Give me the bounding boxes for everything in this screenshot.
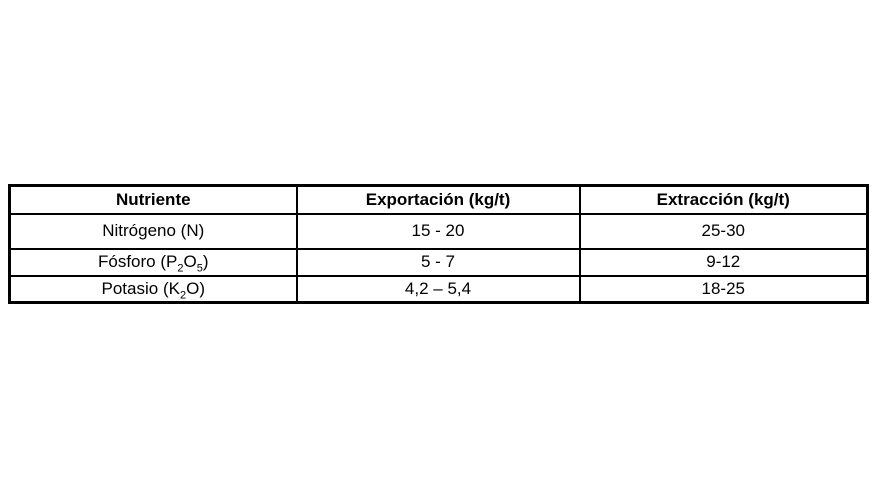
table-row-nitrogeno: Nitrógeno (N) 15 - 20 25-30 [8,212,869,250]
cell-exportacion-nitrogeno: 15 - 20 [295,212,581,250]
header-exportacion: Exportación (kg/t) [295,184,581,215]
table-row-potasio: Potasio (K2O) 4,2 – 5,4 18-25 [8,274,869,304]
header-extraccion: Extracción (kg/t) [578,184,869,215]
cell-exportacion-potasio: 4,2 – 5,4 [295,274,581,304]
cell-extraccion-potasio: 18-25 [578,274,869,304]
cell-extraccion-fosforo: 9-12 [578,247,869,277]
cell-nutrient-potasio: Potasio (K2O) [8,274,298,304]
table-row-fosforo: Fósforo (P2O5) 5 - 7 9-12 [8,247,869,277]
cell-exportacion-fosforo: 5 - 7 [295,247,581,277]
header-nutriente: Nutriente [8,184,298,215]
cell-nutrient-nitrogeno: Nitrógeno (N) [8,212,298,250]
cell-nutrient-fosforo: Fósforo (P2O5) [8,247,298,277]
nutrients-table: Nutriente Exportación (kg/t) Extracción … [8,184,869,304]
cell-extraccion-nitrogeno: 25-30 [578,212,869,250]
table-header-row: Nutriente Exportación (kg/t) Extracción … [8,184,869,215]
